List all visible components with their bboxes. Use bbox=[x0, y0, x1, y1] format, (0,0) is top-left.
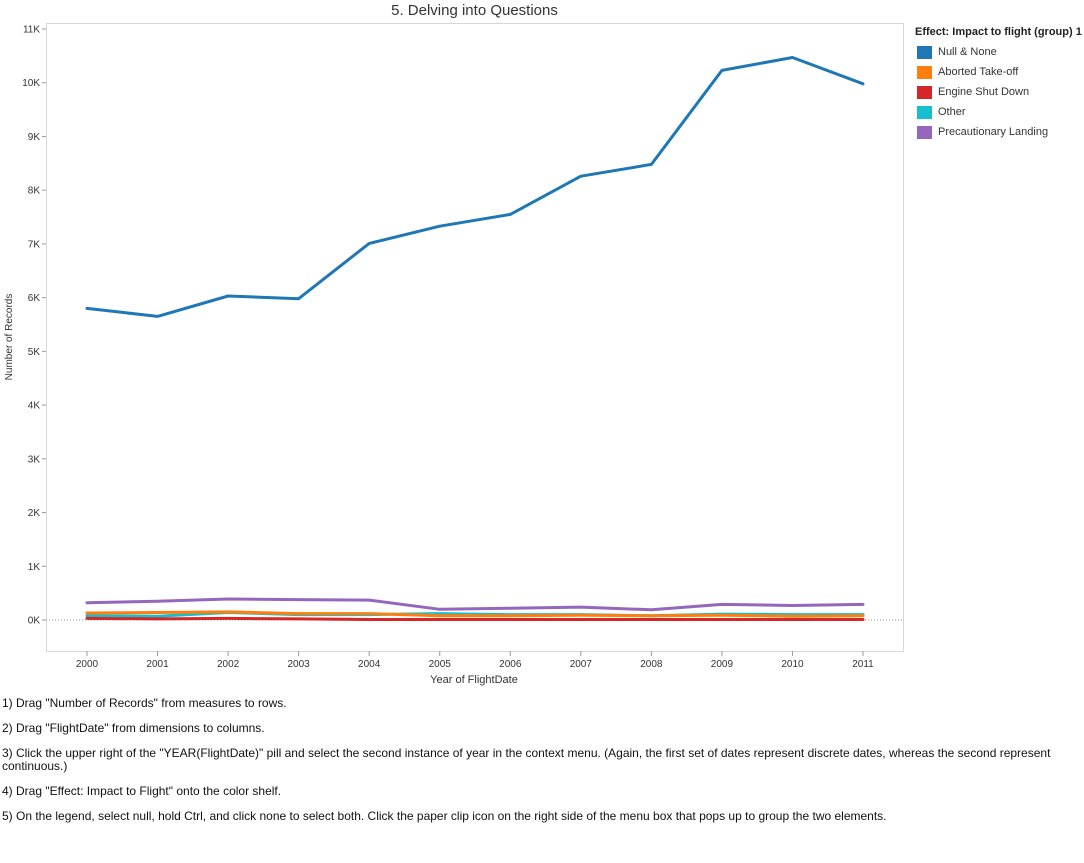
y-tick-label: 9K bbox=[28, 132, 41, 143]
color-legend: Effect: Impact to flight (group) 1 Null … bbox=[915, 26, 1084, 142]
legend-item-engine-shut-down[interactable]: Engine Shut Down bbox=[915, 82, 1084, 102]
x-tick-label: 2010 bbox=[781, 659, 804, 670]
series-lines bbox=[85, 56, 865, 621]
legend-item-null-none[interactable]: Null & None bbox=[915, 42, 1084, 62]
instruction-step-2: 2) Drag "FlightDate" from dimensions to … bbox=[2, 721, 265, 735]
y-tick-label: 7K bbox=[28, 239, 41, 250]
x-tick-label: 2006 bbox=[499, 659, 522, 670]
instruction-step-1: 1) Drag "Number of Records" from measure… bbox=[2, 696, 287, 710]
legend-label: Aborted Take-off bbox=[938, 66, 1019, 78]
y-tick-label: 0K bbox=[28, 616, 41, 627]
y-axis: 0K 1K 2K 3K 4K 5K 6K 7K 8K 9K 10K 11K bbox=[22, 25, 46, 627]
legend-label: Null & None bbox=[938, 46, 997, 58]
legend-label: Precautionary Landing bbox=[938, 126, 1049, 138]
y-tick-label: 2K bbox=[28, 508, 41, 519]
legend-swatch bbox=[917, 125, 932, 139]
y-tick-label: 11K bbox=[23, 25, 40, 36]
y-tick-label: 3K bbox=[28, 454, 41, 465]
x-axis: 2000 2001 2002 2003 2004 2005 2006 2007 2008 2009… bbox=[76, 651, 874, 670]
x-tick-label: 2000 bbox=[76, 659, 99, 670]
x-tick-label: 2003 bbox=[288, 659, 311, 670]
x-tick-label: 2008 bbox=[640, 659, 663, 670]
x-tick-label: 2007 bbox=[570, 659, 593, 670]
legend-swatch bbox=[917, 85, 932, 99]
instructions: 1) Drag "Number of Records" from measure… bbox=[2, 697, 1077, 835]
legend-title: Effect: Impact to flight (group) 1 bbox=[915, 26, 1082, 38]
x-tick-label: 2001 bbox=[146, 659, 169, 670]
y-axis-label: Number of Records bbox=[4, 294, 15, 381]
instruction-step-5: 5) On the legend, select null, hold Ctrl… bbox=[2, 809, 887, 823]
legend-label: Other bbox=[938, 106, 966, 118]
legend-item-aborted-take-off[interactable]: Aborted Take-off bbox=[915, 62, 1084, 82]
x-axis-label: Year of FlightDate bbox=[430, 674, 518, 686]
legend-swatch bbox=[917, 65, 932, 79]
x-tick-label: 2009 bbox=[711, 659, 734, 670]
series-line-engine-shut-down bbox=[85, 616, 865, 621]
legend-item-other[interactable]: Other bbox=[915, 102, 1084, 122]
y-tick-label: 8K bbox=[28, 186, 41, 197]
chart-title: 5. Delving into Questions bbox=[391, 2, 558, 19]
x-tick-label: 2002 bbox=[217, 659, 240, 670]
legend-label: Engine Shut Down bbox=[938, 86, 1030, 98]
instruction-step-3: 3) Click the upper right of the "YEAR(Fl… bbox=[2, 746, 1051, 773]
y-tick-label: 5K bbox=[28, 347, 41, 358]
series-line-null-none bbox=[85, 56, 865, 318]
series-line-precautionary-landing bbox=[85, 597, 865, 612]
y-tick-label: 4K bbox=[28, 401, 41, 412]
x-tick-label: 2004 bbox=[358, 659, 381, 670]
x-tick-label: 2005 bbox=[429, 659, 452, 670]
x-tick-label: 2011 bbox=[852, 659, 874, 670]
series-line-aborted-take-off bbox=[85, 610, 865, 618]
legend-swatch bbox=[917, 45, 932, 59]
y-tick-label: 10K bbox=[22, 78, 40, 89]
y-tick-label: 6K bbox=[28, 293, 41, 304]
legend-item-precautionary-landing[interactable]: Precautionary Landing bbox=[915, 122, 1084, 142]
plot-area bbox=[46, 23, 904, 652]
instruction-step-4: 4) Drag "Effect: Impact to Flight" onto … bbox=[2, 784, 282, 798]
y-tick-label: 1K bbox=[28, 562, 41, 573]
legend-swatch bbox=[917, 105, 932, 119]
